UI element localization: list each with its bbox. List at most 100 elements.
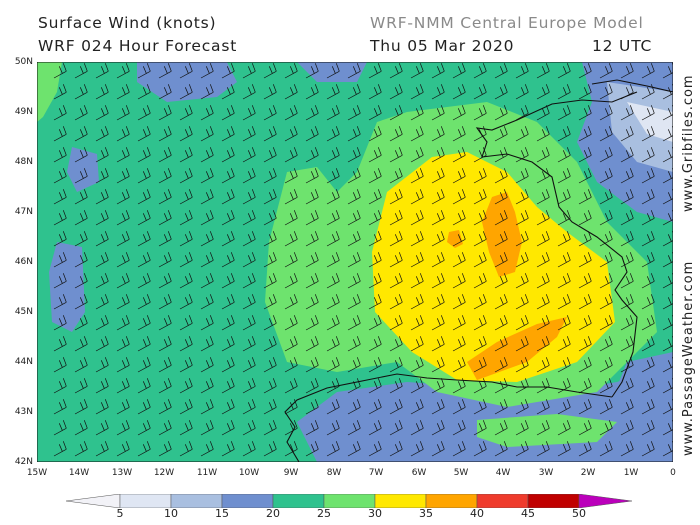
wind-barb <box>431 231 445 247</box>
wind-barb <box>137 84 151 100</box>
wind-barb <box>137 441 151 457</box>
wind-barb <box>347 378 361 394</box>
wind-barb <box>200 210 214 226</box>
wind-barb <box>452 126 466 142</box>
wind-barb <box>368 336 382 352</box>
wind-barb <box>578 84 592 100</box>
wind-barb <box>347 399 361 415</box>
wind-barb <box>305 105 319 121</box>
wind-barb <box>452 357 466 373</box>
wind-barb <box>221 126 235 142</box>
wind-barb <box>347 357 361 373</box>
lon-label: 11W <box>196 468 218 478</box>
legend-label: 30 <box>368 507 382 520</box>
wind-barb <box>74 273 88 289</box>
wind-barb <box>53 294 67 310</box>
wind-barb <box>620 441 634 457</box>
wind-barb <box>74 294 88 310</box>
wind-barb <box>536 399 550 415</box>
wind-barb <box>305 378 319 394</box>
wind-barb <box>620 210 634 226</box>
wind-barb <box>137 168 151 184</box>
coastline-iberia <box>284 373 613 462</box>
wind-barb <box>578 231 592 247</box>
wind-barb <box>431 105 445 121</box>
wind-barb <box>179 294 193 310</box>
wind-barb <box>284 231 298 247</box>
wind-barb <box>515 168 529 184</box>
wind-barb <box>158 357 172 373</box>
wind-barb <box>452 273 466 289</box>
wind-barb <box>116 336 130 352</box>
wind-barb <box>494 252 508 268</box>
lon-label: 3W <box>538 468 554 478</box>
wind-barb <box>389 168 403 184</box>
wind-barb <box>431 336 445 352</box>
wind-barb <box>347 105 361 121</box>
wind-barb <box>410 168 424 184</box>
wind-barb <box>620 336 634 352</box>
wind-barb <box>578 189 592 205</box>
wind-barb <box>116 105 130 121</box>
wind-barb <box>368 189 382 205</box>
wind-barb <box>515 252 529 268</box>
wind-barb <box>578 420 592 436</box>
wind-barb <box>473 210 487 226</box>
lon-label: 8W <box>326 468 342 478</box>
lon-label: 1W <box>623 468 639 478</box>
wind-barb <box>536 168 550 184</box>
wind-barb <box>578 147 592 163</box>
wind-barb <box>137 315 151 331</box>
wind-barb <box>179 336 193 352</box>
wind-barb <box>452 441 466 457</box>
wind-barb <box>578 294 592 310</box>
wind-barb <box>389 336 403 352</box>
legend-swatch <box>476 494 529 508</box>
wind-barb <box>74 168 88 184</box>
wind-barb <box>599 399 613 415</box>
wind-barb <box>95 441 109 457</box>
legend-swatch <box>170 494 223 508</box>
lat-label: 42N <box>14 457 33 467</box>
wind-barb <box>557 126 571 142</box>
wind-barb <box>641 126 655 142</box>
wind-barb <box>410 294 424 310</box>
wind-barb <box>305 273 319 289</box>
wind-barb <box>116 231 130 247</box>
wind-barb <box>641 441 655 457</box>
wind-barb <box>158 84 172 100</box>
wind-barb <box>536 84 550 100</box>
wind-barb <box>641 336 655 352</box>
wind-barb <box>599 315 613 331</box>
wind-barb <box>137 63 151 79</box>
wind-barb <box>179 210 193 226</box>
wind-barb <box>116 189 130 205</box>
wind-barb <box>137 252 151 268</box>
wind-barb <box>242 189 256 205</box>
wind-barb <box>74 189 88 205</box>
valid-time: 12 UTC <box>592 37 653 55</box>
wind-barb <box>557 84 571 100</box>
wind-barb <box>557 294 571 310</box>
wind-barb <box>620 315 634 331</box>
wind-barb <box>179 252 193 268</box>
wind-barb <box>599 357 613 373</box>
legend-swatch <box>374 494 427 508</box>
wind-barb <box>200 231 214 247</box>
wind-barb <box>305 168 319 184</box>
lon-label: 2W <box>580 468 596 478</box>
wind-barb <box>242 399 256 415</box>
wind-barb <box>116 378 130 394</box>
wind-barb <box>578 315 592 331</box>
wind-barb <box>305 231 319 247</box>
wind-barb <box>641 252 655 268</box>
wind-barb <box>221 189 235 205</box>
legend-label: 45 <box>521 507 535 520</box>
wind-barb <box>368 294 382 310</box>
wind-barb <box>389 63 403 79</box>
wind-barb <box>221 378 235 394</box>
wind-barb <box>515 399 529 415</box>
wind-barb <box>242 105 256 121</box>
wind-barb <box>74 210 88 226</box>
wind-barb <box>263 63 277 79</box>
